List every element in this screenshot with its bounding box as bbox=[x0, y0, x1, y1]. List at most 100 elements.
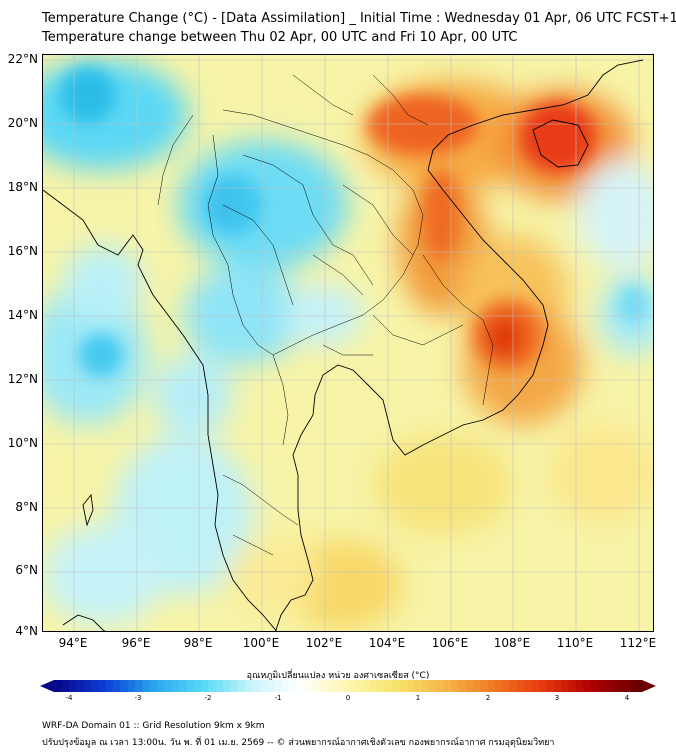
colorbar-cell bbox=[502, 680, 511, 692]
colorbar-cell bbox=[355, 680, 364, 692]
colorbar-cell bbox=[605, 680, 614, 692]
lat-label-18n: 18°N bbox=[7, 180, 38, 194]
colorbar-cell bbox=[105, 680, 114, 692]
lat-label-10n: 10°N bbox=[7, 436, 38, 450]
colorbar-cell bbox=[193, 680, 202, 692]
colorbar-cell bbox=[348, 680, 356, 692]
colorbar-cell bbox=[98, 680, 106, 692]
colorbar-cell bbox=[112, 680, 121, 692]
colorbar-cell bbox=[627, 680, 636, 692]
colorbar-tick: 2 bbox=[485, 694, 491, 702]
colorbar-cell bbox=[450, 680, 459, 692]
colorbar-cell bbox=[289, 680, 298, 692]
colorbar-tick: 3 bbox=[554, 694, 560, 702]
colorbar-cell bbox=[583, 680, 592, 692]
colorbar-cell bbox=[325, 680, 334, 692]
colorbar bbox=[40, 680, 656, 692]
footer-credit: ปรับปรุงข้อมูล ณ เวลา 13:00น. วัน พ. ที่… bbox=[42, 738, 555, 748]
lon-label-108e: 108°E bbox=[493, 636, 531, 650]
colorbar-cell bbox=[531, 680, 540, 692]
colorbar-cell bbox=[340, 680, 349, 692]
lon-label-110e: 110°E bbox=[556, 636, 594, 650]
colorbar-cell bbox=[134, 680, 143, 692]
colorbar-cell bbox=[245, 680, 253, 692]
colorbar-cell bbox=[333, 680, 342, 692]
colorbar-cell bbox=[414, 680, 422, 692]
colorbar-tick: -3 bbox=[134, 694, 142, 702]
colorbar-cell bbox=[178, 680, 187, 692]
temperature-hotspots bbox=[60, 67, 648, 377]
lon-label-102e: 102°E bbox=[305, 636, 343, 650]
colorbar-tick: -2 bbox=[204, 694, 212, 702]
colorbar-cell bbox=[495, 680, 503, 692]
lat-label-20n: 20°N bbox=[7, 116, 38, 130]
temperature-change-map bbox=[42, 54, 654, 632]
colorbar-cell bbox=[237, 680, 246, 692]
lat-label-12n: 12°N bbox=[7, 372, 38, 386]
colorbar-high-arrow bbox=[642, 680, 656, 692]
colorbar-cell bbox=[590, 680, 599, 692]
colorbar-cell bbox=[149, 680, 158, 692]
colorbar-cell bbox=[553, 680, 562, 692]
lat-label-8n: 8°N bbox=[15, 500, 38, 514]
colorbar-tick: 4 bbox=[624, 694, 630, 702]
lat-label-16n: 16°N bbox=[7, 244, 38, 258]
colorbar-cell bbox=[274, 680, 283, 692]
colorbar-cell bbox=[406, 680, 415, 692]
colorbar-cell bbox=[68, 680, 77, 692]
lat-label-22n: 22°N bbox=[7, 52, 38, 66]
colorbar-low-arrow bbox=[40, 680, 54, 692]
footer-model-info: WRF-DA Domain 01 :: Grid Resolution 9km … bbox=[42, 721, 265, 731]
lat-label-14n: 14°N bbox=[7, 308, 38, 322]
colorbar-cell bbox=[171, 680, 180, 692]
colorbar-cell bbox=[517, 680, 525, 692]
lon-label-94e: 94°E bbox=[58, 636, 88, 650]
colorbar-cell bbox=[597, 680, 606, 692]
colorbar-cell bbox=[561, 680, 569, 692]
coastlines bbox=[43, 59, 644, 631]
colorbar-cell bbox=[186, 680, 195, 692]
colorbar-cell bbox=[377, 680, 386, 692]
admin-borders bbox=[157, 74, 494, 556]
map-canvas bbox=[43, 55, 653, 631]
colorbar-cell bbox=[54, 680, 62, 692]
colorbar-cell bbox=[458, 680, 467, 692]
lon-label-106e: 106°E bbox=[431, 636, 469, 650]
colorbar-cell bbox=[120, 680, 128, 692]
colorbar-cell bbox=[487, 680, 496, 692]
colorbar-cell bbox=[362, 680, 371, 692]
chart-subtitle: Temperature change between Thu 02 Apr, 0… bbox=[42, 30, 518, 45]
colorbar-cell bbox=[83, 680, 92, 692]
colorbar-cell bbox=[318, 680, 327, 692]
colorbar-cell bbox=[509, 680, 518, 692]
colorbar-cell bbox=[90, 680, 99, 692]
colorbar-cell bbox=[215, 680, 224, 692]
lat-label-4n: 4°N bbox=[15, 624, 38, 638]
colorbar-title: อุณหภูมิเปลี่ยนแปลง หน่วย องศาเซลเซียส (… bbox=[246, 671, 430, 681]
colorbar-cell bbox=[267, 680, 275, 692]
colorbar-cell bbox=[384, 680, 393, 692]
lon-label-96e: 96°E bbox=[121, 636, 151, 650]
map-graticule bbox=[43, 55, 653, 631]
colorbar-tick: 0 bbox=[345, 694, 351, 702]
colorbar-cell bbox=[230, 680, 239, 692]
colorbar-cell bbox=[612, 680, 621, 692]
colorbar-cell bbox=[392, 680, 400, 692]
colorbar-cell bbox=[296, 680, 305, 692]
colorbar-cell bbox=[524, 680, 533, 692]
lon-label-112e: 112°E bbox=[619, 636, 657, 650]
colorbar-cell bbox=[428, 680, 437, 692]
colorbar-tick: -4 bbox=[65, 694, 73, 702]
colorbar-cell bbox=[311, 680, 320, 692]
colorbar-cell bbox=[568, 680, 577, 692]
colorbar-cell bbox=[142, 680, 151, 692]
lat-label-6n: 6°N bbox=[15, 563, 38, 577]
colorbar-cell bbox=[61, 680, 70, 692]
colorbar-cell bbox=[281, 680, 290, 692]
chart-title: Temperature Change (°C) - [Data Assimila… bbox=[42, 11, 676, 26]
colorbar-cell bbox=[480, 680, 489, 692]
colorbar-cell bbox=[619, 680, 628, 692]
colorbar-cell bbox=[472, 680, 481, 692]
colorbar-cell bbox=[164, 680, 173, 692]
colorbar-cell bbox=[252, 680, 261, 692]
